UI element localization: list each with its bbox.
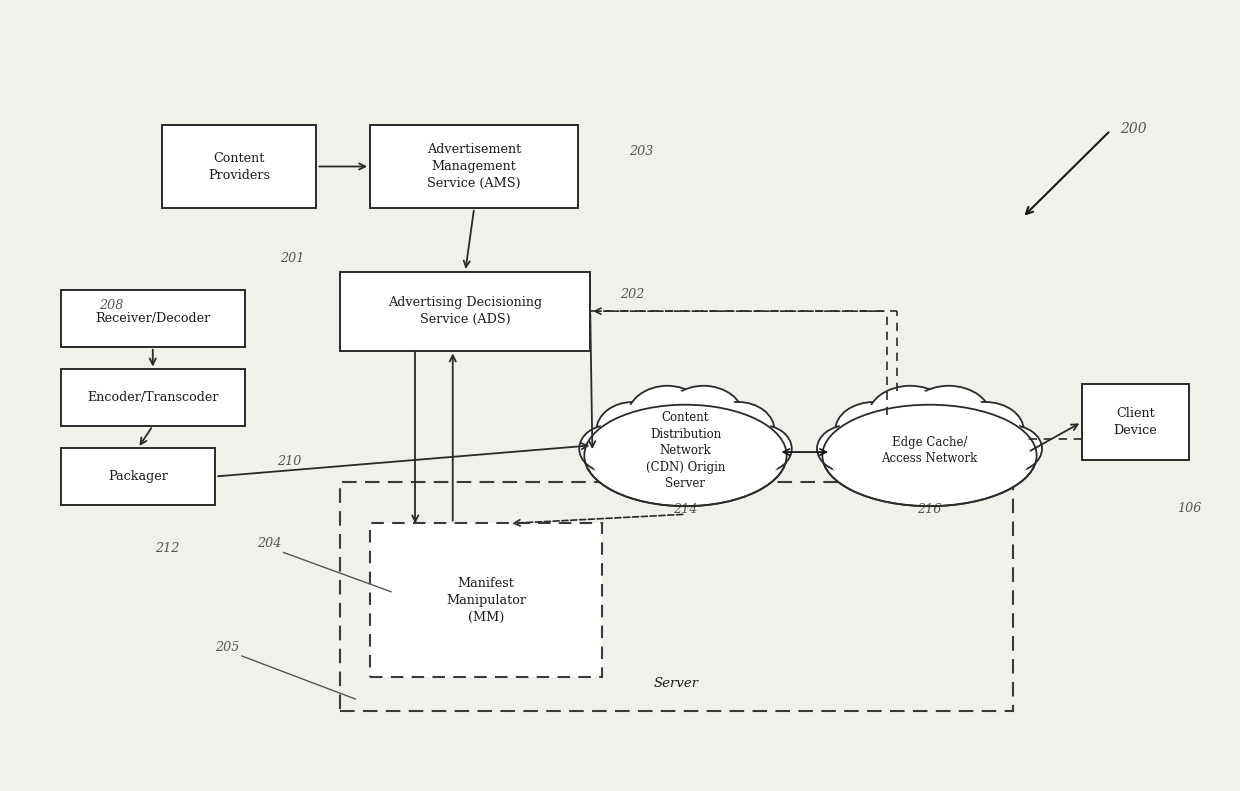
Ellipse shape: [820, 427, 878, 470]
FancyBboxPatch shape: [61, 290, 246, 347]
FancyBboxPatch shape: [370, 125, 578, 208]
Text: Content
Providers: Content Providers: [208, 152, 270, 181]
Ellipse shape: [839, 405, 909, 456]
Ellipse shape: [867, 386, 954, 451]
Text: 204: 204: [257, 537, 281, 551]
Text: Packager: Packager: [108, 470, 167, 483]
Text: Encoder/Transcoder: Encoder/Transcoder: [87, 391, 218, 404]
Ellipse shape: [817, 425, 882, 472]
Ellipse shape: [836, 402, 913, 459]
Text: 214: 214: [673, 503, 698, 516]
FancyBboxPatch shape: [370, 524, 603, 677]
Text: 106: 106: [1177, 502, 1202, 515]
Ellipse shape: [946, 402, 1024, 459]
Text: Receiver/Decoder: Receiver/Decoder: [95, 312, 211, 325]
Text: 200: 200: [1120, 122, 1147, 136]
Ellipse shape: [583, 427, 637, 470]
Ellipse shape: [831, 432, 1029, 493]
Ellipse shape: [910, 389, 987, 448]
Text: Manifest
Manipulator
(MM): Manifest Manipulator (MM): [446, 577, 526, 624]
Text: Advertising Decisioning
Service (ADS): Advertising Decisioning Service (ADS): [388, 296, 542, 326]
Text: Server: Server: [653, 677, 699, 691]
Text: 201: 201: [280, 252, 305, 266]
FancyBboxPatch shape: [61, 448, 216, 505]
FancyBboxPatch shape: [161, 125, 316, 208]
Ellipse shape: [594, 408, 776, 483]
Ellipse shape: [663, 386, 744, 451]
Ellipse shape: [734, 427, 789, 470]
Ellipse shape: [626, 386, 708, 451]
Ellipse shape: [591, 432, 779, 493]
Text: 205: 205: [215, 641, 239, 654]
FancyBboxPatch shape: [340, 272, 590, 350]
Text: Advertisement
Management
Service (AMS): Advertisement Management Service (AMS): [427, 143, 521, 190]
Ellipse shape: [667, 389, 740, 448]
Ellipse shape: [981, 427, 1039, 470]
Ellipse shape: [596, 402, 670, 459]
Ellipse shape: [833, 408, 1025, 483]
FancyBboxPatch shape: [1081, 384, 1189, 460]
Text: 202: 202: [620, 288, 644, 301]
Ellipse shape: [822, 405, 1037, 506]
Text: Content
Distribution
Network
(CDN) Origin
Server: Content Distribution Network (CDN) Origi…: [646, 411, 725, 490]
Ellipse shape: [906, 386, 992, 451]
Text: Edge Cache/
Access Network: Edge Cache/ Access Network: [882, 436, 977, 465]
Ellipse shape: [631, 389, 703, 448]
Ellipse shape: [706, 405, 771, 456]
FancyBboxPatch shape: [61, 369, 246, 426]
Text: 212: 212: [155, 542, 180, 554]
Ellipse shape: [579, 425, 640, 472]
Ellipse shape: [872, 389, 949, 448]
Ellipse shape: [732, 425, 791, 472]
Text: 216: 216: [918, 503, 941, 516]
Text: 208: 208: [99, 299, 123, 312]
Ellipse shape: [951, 405, 1021, 456]
Ellipse shape: [600, 405, 666, 456]
Text: Client
Device: Client Device: [1114, 407, 1157, 437]
Ellipse shape: [584, 405, 786, 506]
Text: 210: 210: [278, 456, 301, 468]
Text: 203: 203: [629, 145, 653, 158]
Ellipse shape: [702, 402, 775, 459]
Ellipse shape: [977, 425, 1042, 472]
